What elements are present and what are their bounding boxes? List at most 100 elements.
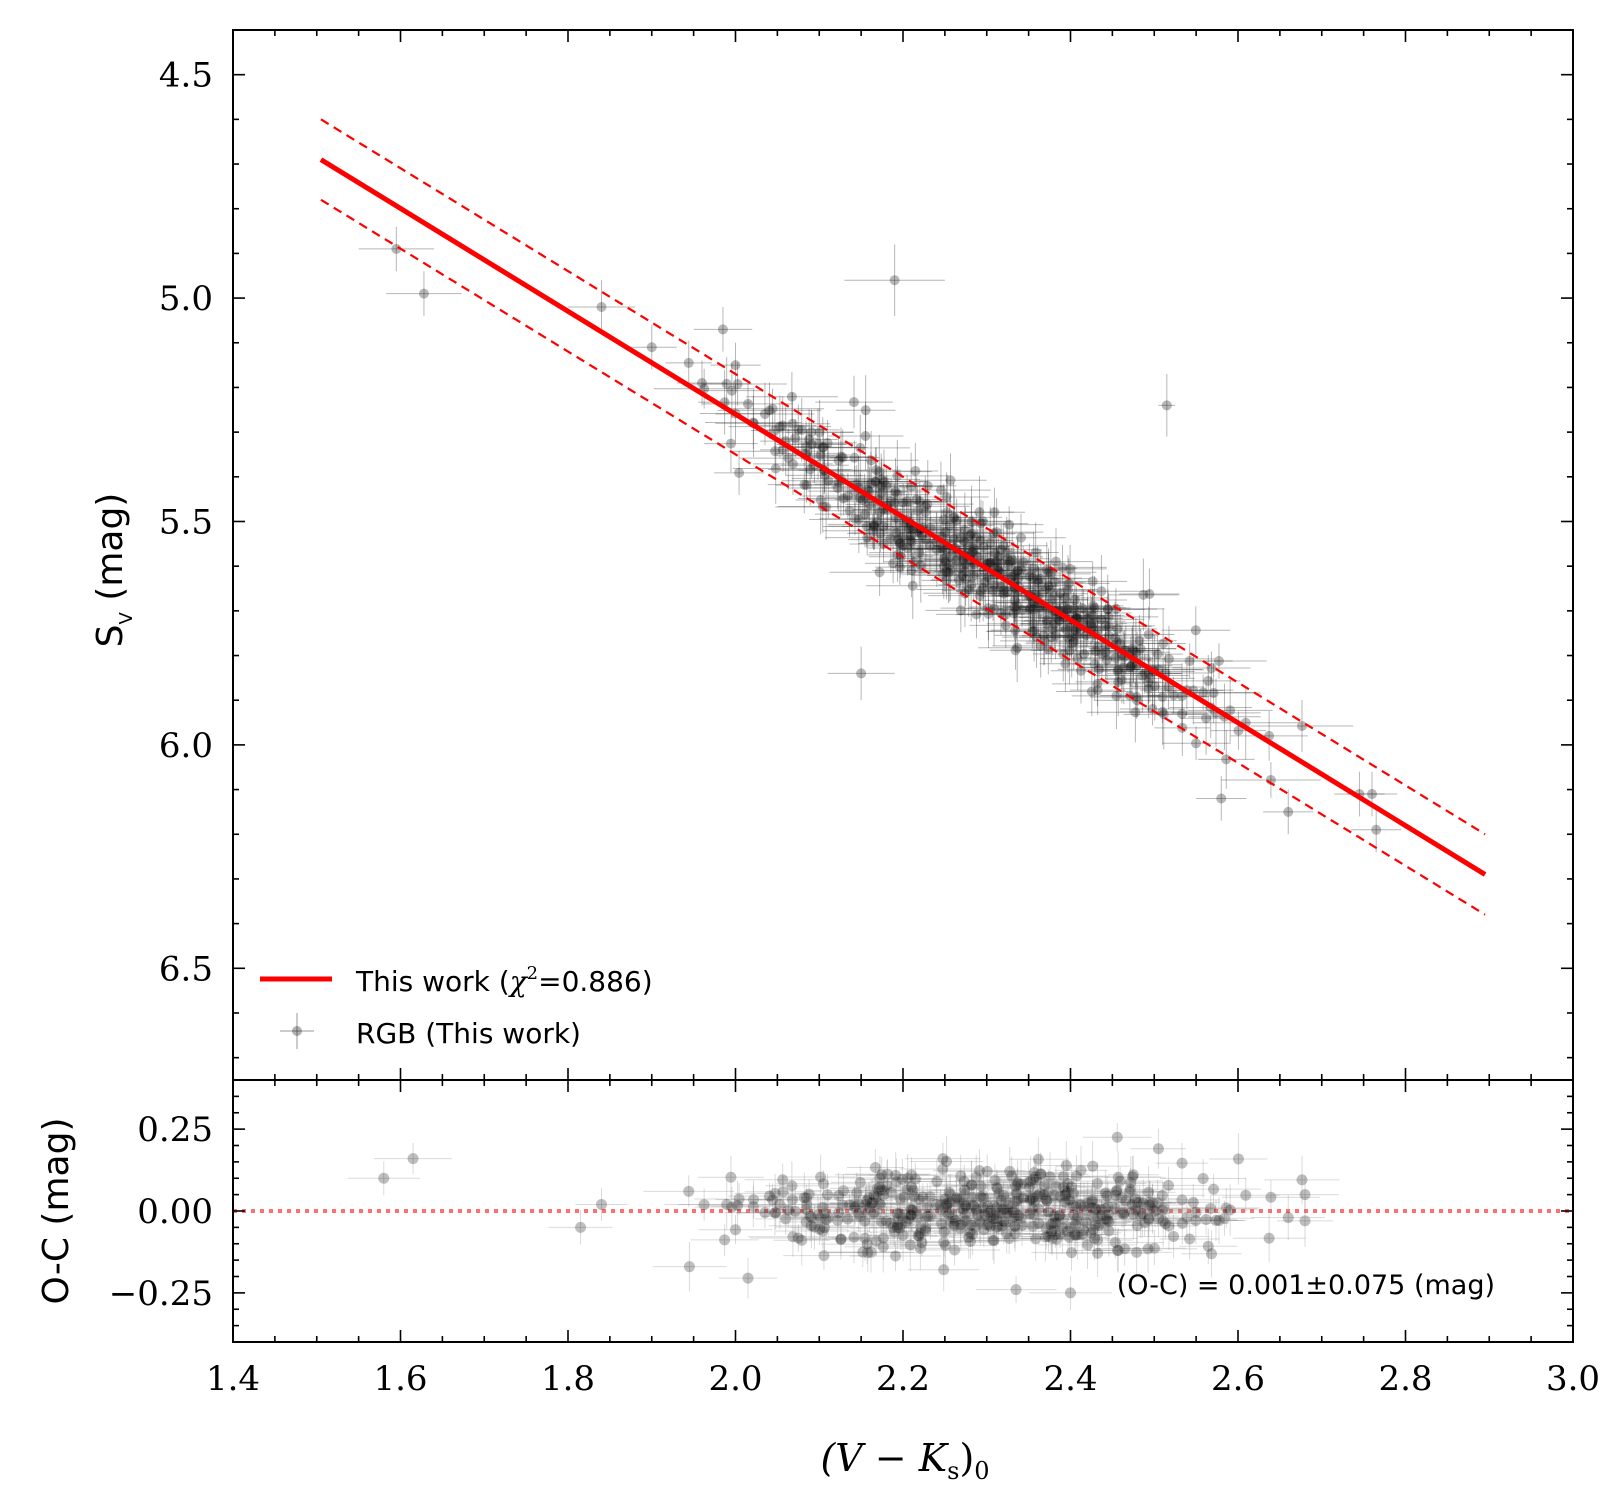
residual-point-marker [1059,1189,1071,1201]
main-point-marker [966,528,977,539]
main-point-marker [987,585,998,596]
main-point-marker [759,408,770,419]
main-point-marker [1060,592,1071,603]
residual-point-marker [1078,1200,1090,1212]
residual-point-marker [859,1204,871,1216]
main-point-marker [801,480,812,491]
main-point-marker [1127,643,1138,654]
main-point-marker [790,433,801,444]
residual-point-marker [1013,1210,1025,1222]
residual-point-marker [1096,1217,1108,1229]
residual-point-marker [951,1192,963,1204]
residual-point-marker [748,1194,760,1206]
main-point-marker [1049,618,1060,629]
residual-point-marker [1240,1189,1252,1201]
residual-point-marker [967,1200,979,1212]
residual-point-marker [1089,1232,1101,1244]
main-point-marker [1009,601,1020,612]
residual-point-marker [1265,1191,1277,1203]
main-point-marker [1087,610,1098,621]
main-point-marker [874,507,885,518]
main-point-marker [905,534,916,545]
main-point-marker [1032,574,1043,585]
residual-point-marker [1012,1177,1024,1189]
residual-point-marker [725,1171,737,1183]
residual-point-marker [798,1192,810,1204]
main-point-marker [823,475,834,486]
residual-point-marker [875,1216,887,1228]
main-point-marker [892,534,903,545]
main-point-marker [1102,604,1113,615]
main-point-marker [902,542,913,553]
residual-point-marker [1028,1167,1040,1179]
residual-point-marker [1092,1234,1104,1246]
residual-point-marker [1130,1204,1142,1216]
residual-point-marker [1210,1214,1222,1226]
main-point-marker [967,547,978,558]
main-point-marker [1177,691,1188,702]
residual-point-marker [1070,1218,1082,1230]
residual-point-marker [863,1192,875,1204]
residual-point-marker [906,1169,918,1181]
residual-point-marker [1110,1189,1122,1201]
residual-point-marker [1063,1194,1075,1206]
main-point-marker [1112,666,1123,677]
main-point-marker [967,546,978,557]
residual-point-marker [1048,1210,1060,1222]
main-point-marker [767,403,778,414]
main-point-marker [1103,630,1114,641]
residual-point-marker [944,1196,956,1208]
residual-point-marker [1103,1208,1115,1220]
residual-point-marker [1220,1202,1232,1214]
main-outlier-marker [1371,824,1382,835]
residual-point-marker [767,1194,779,1206]
main-point-marker [868,521,879,532]
main-point-marker [1190,625,1201,636]
residual-point-marker [1040,1193,1052,1205]
main-point-marker [870,476,881,487]
residual-point-marker [907,1204,919,1216]
main-point-marker [1094,664,1105,675]
residual-point-marker [1070,1170,1082,1182]
residual-point-marker [822,1189,834,1201]
residual-outlier-marker [378,1172,390,1184]
residual-point-marker [1013,1193,1025,1205]
residual-point-marker [1035,1168,1047,1180]
main-point-marker [1000,620,1011,631]
residual-point-marker [1001,1204,1013,1216]
residual-point-marker [905,1209,917,1221]
main-point-marker [939,553,950,564]
residual-point-marker [940,1197,952,1209]
main-point-marker [964,530,975,541]
residual-point-marker [1009,1220,1021,1232]
main-point-marker [1050,630,1061,641]
main-point-marker [805,464,816,475]
residual-point-marker [806,1212,818,1224]
residual-point-marker [1064,1222,1076,1234]
main-point-marker [1007,555,1018,566]
residual-point-marker [940,1200,952,1212]
x-tick-label: 1.6 [373,1359,427,1399]
residual-point-marker [904,1239,916,1251]
residual-point-marker [895,1219,907,1231]
residual-point-marker [1057,1170,1069,1182]
residual-point-marker [822,1211,834,1223]
main-point-marker [894,562,905,573]
residual-point-marker [1010,1187,1022,1199]
main-point-marker [1024,604,1035,615]
residual-point-marker [814,1223,826,1235]
residual-point-marker [949,1244,961,1256]
tick-labels: 1.4 1.6 1.8 2.0 2.2 2.4 2.6 2.8 3.0 4.5 5.0 5.5 6.0 6… [109,56,1600,1399]
main-point-marker [910,465,921,476]
residual-point-marker [1144,1196,1156,1208]
residual-point-marker [963,1231,975,1243]
residual-point-marker [954,1223,966,1235]
main-point-marker [801,441,812,452]
residual-point-marker [903,1213,915,1225]
residual-point-marker [1046,1225,1058,1237]
residual-point-marker [982,1219,994,1231]
residual-point-marker [975,1191,987,1203]
residual-point-marker [885,1186,897,1198]
residual-outlier-marker [1152,1143,1164,1155]
